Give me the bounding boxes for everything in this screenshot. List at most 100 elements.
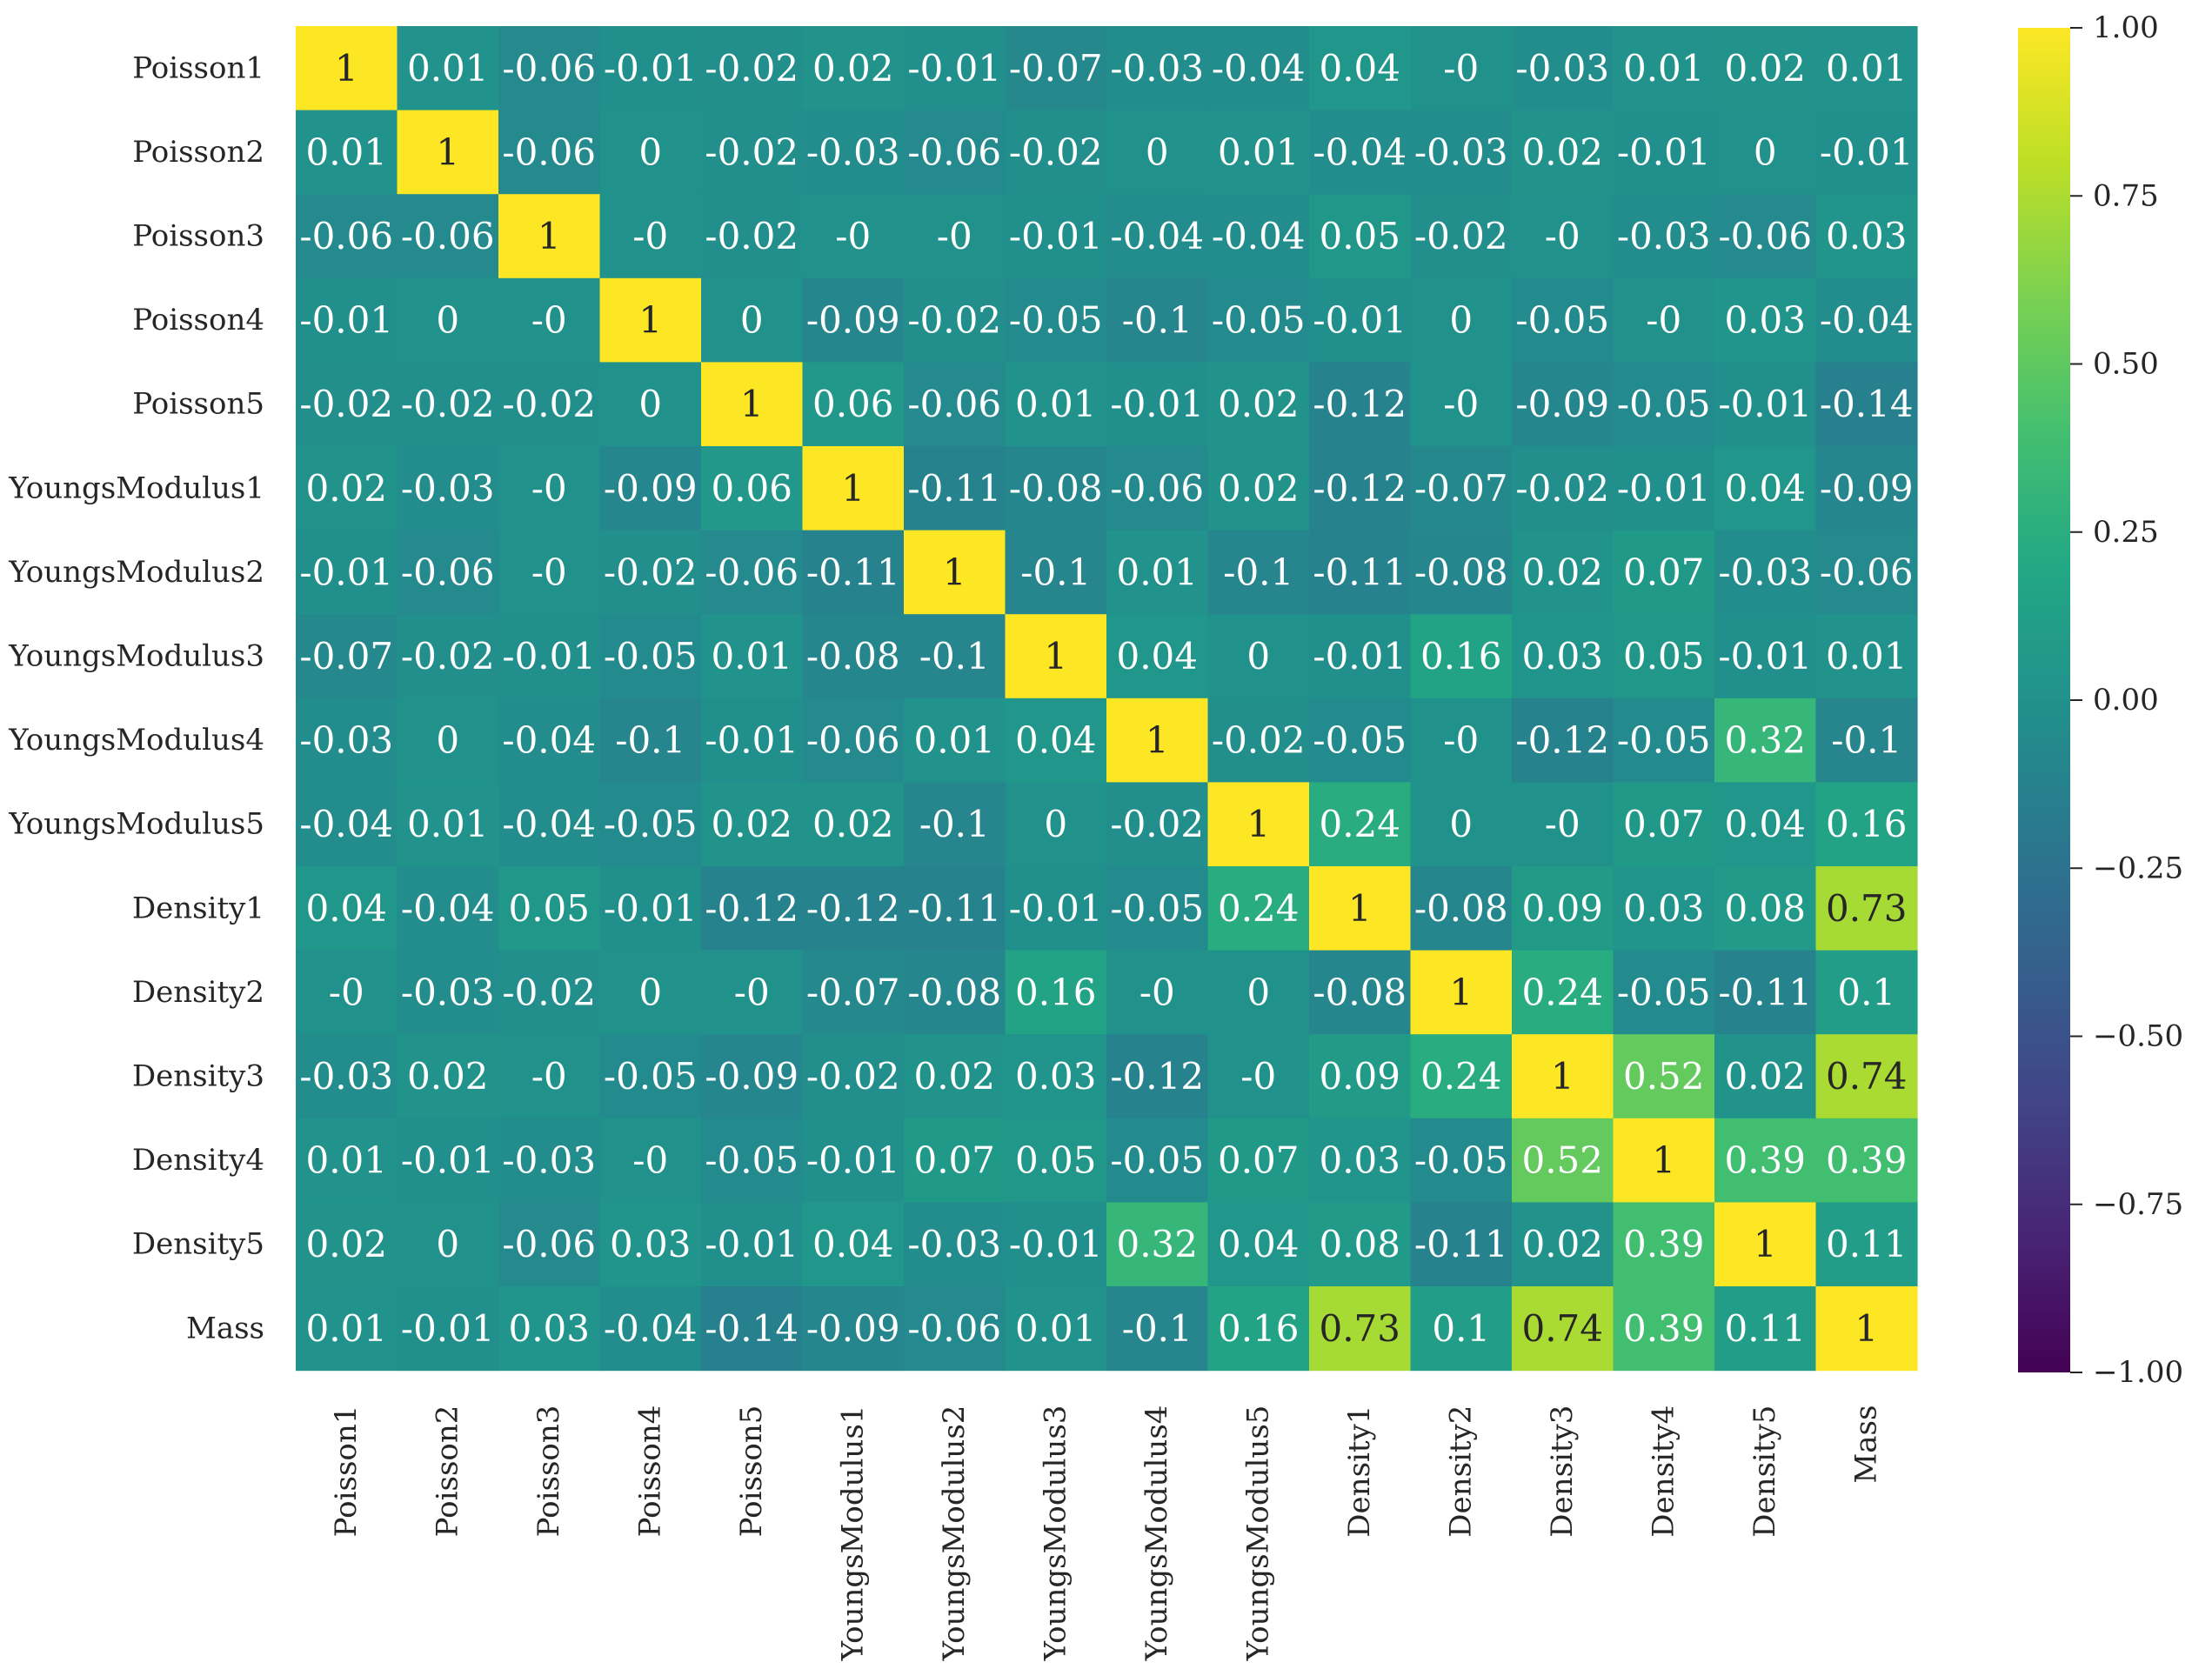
heatmap-cell-value-label: -0.04 (1212, 47, 1306, 90)
heatmap-cell-value-label: 1 (1044, 635, 1067, 678)
heatmap-cell-value-label: -0.06 (705, 551, 799, 593)
y-tick-label-mass: Mass (186, 1311, 264, 1345)
heatmap-cell-poisson1-youngsmodulus1 (802, 26, 905, 111)
y-tick-label-density3: Density3 (132, 1059, 264, 1094)
heatmap-cell-value-label: -0.02 (401, 635, 495, 678)
heatmap-cell-value-label: 0.07 (1623, 803, 1705, 845)
heatmap-cell-value-label: -0.03 (1414, 130, 1508, 173)
heatmap-cell-mass-mass (1815, 1286, 1918, 1372)
heatmap-cell-value-label: -0.05 (1110, 1139, 1204, 1182)
heatmap-cell-youngsmodulus4-poisson5 (701, 698, 804, 783)
heatmap-cell-value-label: -0.12 (705, 887, 799, 930)
heatmap-cell-youngsmodulus2-poisson5 (701, 530, 804, 615)
heatmap-cell-youngsmodulus5-poisson1 (296, 782, 398, 867)
colorbar-tick-label: 0.75 (2093, 178, 2159, 213)
heatmap-cell-value-label: 0.02 (305, 467, 387, 510)
heatmap-cell-value-label: 0.73 (1319, 1307, 1400, 1350)
heatmap-cell-poisson5-density2 (1410, 362, 1513, 447)
heatmap-cell-value-label: -0.03 (1110, 47, 1204, 90)
heatmap-cell-poisson3-youngsmodulus2 (904, 194, 1006, 279)
heatmap-cell-value-label: 0.11 (1826, 1223, 1908, 1265)
heatmap-cell-density5-density1 (1309, 1202, 1412, 1287)
heatmap-cell-density1-youngsmodulus5 (1207, 866, 1310, 951)
heatmap-cell-value-label: -0.02 (1110, 803, 1204, 845)
heatmap-cell-poisson5-poisson2 (397, 362, 499, 447)
heatmap-cell-youngsmodulus5-poisson5 (701, 782, 804, 867)
heatmap-cell-value-label: -0.01 (1009, 215, 1103, 257)
heatmap-cell-value-label: -0.05 (604, 635, 698, 678)
heatmap-cell-value-label: 0 (436, 719, 459, 762)
heatmap-cell-value-label: -0 (1443, 719, 1479, 762)
heatmap-cell-youngsmodulus4-poisson1 (296, 698, 398, 783)
colorbar: 1.00 0.75 0.50 0.25 0.00 −0.25 −0.50 −0.75 −1.00 (2018, 10, 2183, 1390)
heatmap-cell-youngsmodulus2-density2 (1410, 530, 1513, 615)
heatmap-cell-value-label: -0.01 (1718, 635, 1812, 678)
heatmap-cell-value-label: 1 (943, 551, 966, 593)
heatmap-cell-density5-poisson2 (397, 1202, 499, 1287)
heatmap-cell-youngsmodulus1-density4 (1613, 446, 1715, 531)
heatmap-cell-youngsmodulus3-poisson5 (701, 614, 804, 699)
heatmap-cell-poisson4-poisson4 (599, 277, 702, 363)
heatmap-cell-value-label: -0.04 (502, 803, 596, 845)
heatmap-cell-density1-density1 (1309, 866, 1412, 951)
heatmap-cell-value-label: -0.02 (502, 971, 596, 1013)
heatmap-cell-value-label: 1 (436, 130, 459, 173)
heatmap-cell-value-label: 0.01 (1826, 635, 1908, 678)
heatmap-cell-value-label: -0.03 (1515, 47, 1609, 90)
heatmap-cell-value-label: -0.06 (1718, 215, 1812, 257)
heatmap-cell-value-label: 0.02 (812, 47, 894, 90)
heatmap-cell-density4-youngsmodulus4 (1106, 1118, 1209, 1203)
heatmap-cell-density5-density3 (1512, 1202, 1614, 1287)
heatmap-cell-value-label: -0.01 (1009, 887, 1103, 930)
heatmap-cell-youngsmodulus3-density3 (1512, 614, 1614, 699)
heatmap-cell-density2-density3 (1512, 950, 1614, 1035)
heatmap-cell-youngsmodulus1-poisson4 (599, 446, 702, 531)
heatmap-cell-value-label: -0.03 (1718, 551, 1812, 593)
heatmap-cell-value-label: -0.14 (1820, 383, 1914, 425)
heatmap-cell-youngsmodulus4-mass (1815, 698, 1918, 783)
x-tick-label-poisson2: Poisson2 (431, 1405, 465, 1538)
heatmap-cell-value-label: 0.04 (305, 887, 387, 930)
heatmap-cell-youngsmodulus3-mass (1815, 614, 1918, 699)
colorbar-tick-label: −0.50 (2093, 1019, 2183, 1054)
heatmap-cell-youngsmodulus5-poisson3 (498, 782, 601, 867)
heatmap-cell-value-label: -0.11 (1718, 971, 1812, 1013)
heatmap-cell-youngsmodulus5-youngsmodulus4 (1106, 782, 1209, 867)
heatmap-cell-poisson1-youngsmodulus2 (904, 26, 1006, 111)
heatmap-cell-value-label: -0.02 (705, 215, 799, 257)
heatmap-cell-value-label: 0.02 (1724, 1055, 1806, 1098)
heatmap-cell-density4-youngsmodulus2 (904, 1118, 1006, 1203)
heatmap-cell-density2-density2 (1410, 950, 1513, 1035)
heatmap-cell-value-label: -0.01 (907, 47, 1001, 90)
heatmap-cell-value-label: -0.11 (907, 887, 1001, 930)
heatmap-cell-youngsmodulus2-poisson1 (296, 530, 398, 615)
heatmap-cell-value-label: -0.01 (401, 1307, 495, 1350)
heatmap-cell-poisson2-density4 (1613, 110, 1715, 195)
heatmap-cell-value-label: -0 (734, 971, 770, 1013)
heatmap-cell-poisson1-poisson1 (296, 26, 398, 111)
heatmap-cell-density4-density1 (1309, 1118, 1412, 1203)
heatmap-cell-value-label: -0.03 (1617, 215, 1711, 257)
heatmap-cell-poisson5-youngsmodulus3 (1005, 362, 1107, 447)
y-tick-label-poisson1: Poisson1 (132, 50, 264, 85)
heatmap-cell-poisson1-mass (1815, 26, 1918, 111)
heatmap-cell-density3-mass (1815, 1034, 1918, 1119)
heatmap-cell-value-label: 0.24 (1218, 887, 1300, 930)
heatmap-cell-value-label: -0.06 (502, 47, 596, 90)
heatmap-cell-value-label: 0.39 (1623, 1307, 1705, 1350)
heatmap-cell-value-label: -0.01 (1110, 383, 1204, 425)
heatmap-cell-density4-youngsmodulus3 (1005, 1118, 1107, 1203)
y-tick-label-youngsmodulus5: YoungsModulus5 (8, 807, 264, 842)
heatmap-cell-value-label: -0.01 (1718, 383, 1812, 425)
heatmap-cell-value-label: -0.12 (1313, 383, 1407, 425)
x-tick-label-poisson5: Poisson5 (734, 1405, 769, 1538)
heatmap-cell-value-label: 0 (638, 383, 662, 425)
heatmap-cell-value-label: -0.01 (401, 1139, 495, 1182)
heatmap-cell-value-label: -0.11 (1313, 551, 1407, 593)
heatmap-cell-poisson2-poisson1 (296, 110, 398, 195)
heatmap-cell-value-label: -0.1 (1122, 1307, 1193, 1350)
heatmap-cell-value-label: 1 (1652, 1139, 1675, 1182)
heatmap-cell-poisson5-mass (1815, 362, 1918, 447)
heatmap-cell-value-label: -0.01 (1820, 130, 1914, 173)
heatmap-cell-value-label: -0.04 (502, 719, 596, 762)
